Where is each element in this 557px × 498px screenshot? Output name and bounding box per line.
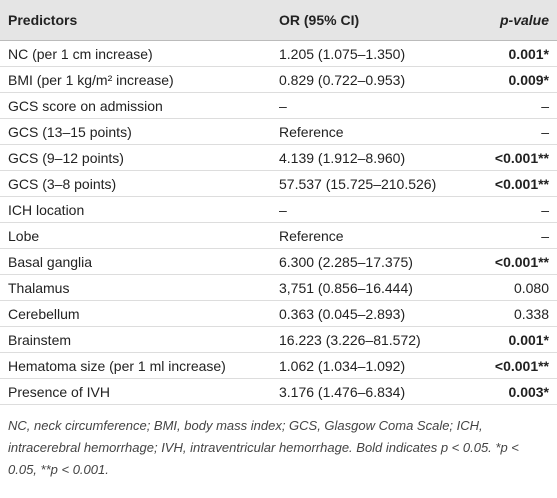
cell: 1.205 (1.075–1.350)	[271, 40, 475, 67]
cell: GCS (13–15 points)	[0, 118, 271, 145]
cell: 3,751 (0.856–16.444)	[271, 274, 475, 301]
cell: 0.829 (0.722–0.953)	[271, 66, 475, 93]
row: Hematoma size (per 1 ml increase) 1.062 (…	[0, 352, 557, 379]
cell: 3.176 (1.476–6.834)	[271, 378, 475, 405]
row: GCS score on admission – –	[0, 92, 557, 119]
cell: 0.003*	[474, 378, 557, 405]
row: Basal ganglia 6.300 (2.285–17.375) <0.001*…	[0, 248, 557, 275]
row: Brainstem 16.223 (3.226–81.572) 0.001*	[0, 326, 557, 353]
cell: 16.223 (3.226–81.572)	[271, 326, 475, 353]
header-row: Predictors OR (95% CI) p-value	[0, 0, 557, 41]
cell: 0.363 (0.045–2.893)	[271, 300, 475, 327]
row: GCS (13–15 points) Reference –	[0, 118, 557, 145]
cell: <0.001**	[474, 248, 557, 275]
cell: GCS score on admission	[0, 92, 271, 119]
cell: –	[474, 196, 557, 223]
cell: 4.139 (1.912–8.960)	[271, 144, 475, 171]
cell: Reference	[271, 222, 475, 249]
row: Presence of IVH 3.176 (1.476–6.834) 0.003*	[0, 378, 557, 405]
cell: Cerebellum	[0, 300, 271, 327]
table-page: Predictors OR (95% CI) p-value NC (per 1 c…	[0, 0, 557, 477]
row: Lobe Reference –	[0, 222, 557, 249]
header-cell: OR (95% CI)	[271, 0, 475, 41]
cell: ICH location	[0, 196, 271, 223]
cell: <0.001**	[474, 352, 557, 379]
cell: Presence of IVH	[0, 378, 271, 405]
row: NC (per 1 cm increase) 1.205 (1.075–1.350…	[0, 40, 557, 67]
cell: Reference	[271, 118, 475, 145]
cell: Brainstem	[0, 326, 271, 353]
row: GCS (3–8 points) 57.537 (15.725–210.526) <…	[0, 170, 557, 197]
row: Thalamus 3,751 (0.856–16.444) 0.080	[0, 274, 557, 301]
cell: <0.001**	[474, 144, 557, 171]
cell: <0.001**	[474, 170, 557, 197]
cell: Lobe	[0, 222, 271, 249]
cell: 1.062 (1.034–1.092)	[271, 352, 475, 379]
cell: –	[474, 92, 557, 119]
cell: GCS (3–8 points)	[0, 170, 271, 197]
footnote: NC, neck circumference; BMI, body mass i…	[8, 418, 519, 477]
header-cell: Predictors	[0, 0, 271, 41]
cell: 0.080	[474, 274, 557, 301]
row: GCS (9–12 points) 4.139 (1.912–8.960) <0.0…	[0, 144, 557, 171]
cell: 57.537 (15.725–210.526)	[271, 170, 475, 197]
cell: –	[271, 196, 475, 223]
row: ICH location – –	[0, 196, 557, 223]
cell: Hematoma size (per 1 ml increase)	[0, 352, 271, 379]
cell: –	[474, 118, 557, 145]
cell: BMI (per 1 kg/m² increase)	[0, 66, 271, 93]
cell: 0.338	[474, 300, 557, 327]
cell: NC (per 1 cm increase)	[0, 40, 271, 67]
cell: 6.300 (2.285–17.375)	[271, 248, 475, 275]
cell: 0.009*	[474, 66, 557, 93]
results-table: Predictors OR (95% CI) p-value NC (per 1 c…	[0, 0, 557, 405]
cell: 0.001*	[474, 40, 557, 67]
cell: Thalamus	[0, 274, 271, 301]
cell: –	[271, 92, 475, 119]
cell: –	[474, 222, 557, 249]
header-cell: p-value	[474, 0, 557, 41]
cell: GCS (9–12 points)	[0, 144, 271, 171]
cell: Basal ganglia	[0, 248, 271, 275]
cell: 0.001*	[474, 326, 557, 353]
row: BMI (per 1 kg/m² increase) 0.829 (0.722–0…	[0, 66, 557, 93]
row: Cerebellum 0.363 (0.045–2.893) 0.338	[0, 300, 557, 327]
